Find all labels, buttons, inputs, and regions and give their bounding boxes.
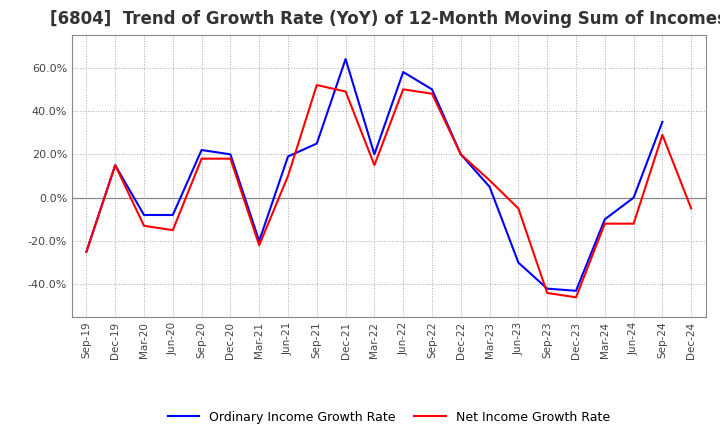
Ordinary Income Growth Rate xyxy=(341,56,350,62)
Net Income Growth Rate xyxy=(543,290,552,296)
Net Income Growth Rate xyxy=(658,132,667,137)
Net Income Growth Rate xyxy=(197,156,206,161)
Net Income Growth Rate xyxy=(140,223,148,228)
Net Income Growth Rate xyxy=(341,89,350,94)
Legend: Ordinary Income Growth Rate, Net Income Growth Rate: Ordinary Income Growth Rate, Net Income … xyxy=(163,406,615,429)
Ordinary Income Growth Rate xyxy=(658,119,667,125)
Ordinary Income Growth Rate xyxy=(82,249,91,254)
Net Income Growth Rate xyxy=(629,221,638,226)
Ordinary Income Growth Rate xyxy=(111,162,120,168)
Ordinary Income Growth Rate xyxy=(514,260,523,265)
Net Income Growth Rate xyxy=(111,162,120,168)
Ordinary Income Growth Rate xyxy=(370,152,379,157)
Ordinary Income Growth Rate xyxy=(255,238,264,244)
Net Income Growth Rate xyxy=(572,295,580,300)
Net Income Growth Rate xyxy=(399,87,408,92)
Line: Ordinary Income Growth Rate: Ordinary Income Growth Rate xyxy=(86,59,662,291)
Ordinary Income Growth Rate xyxy=(600,216,609,222)
Ordinary Income Growth Rate xyxy=(428,87,436,92)
Ordinary Income Growth Rate xyxy=(572,288,580,293)
Net Income Growth Rate xyxy=(485,178,494,183)
Net Income Growth Rate xyxy=(226,156,235,161)
Net Income Growth Rate xyxy=(428,91,436,96)
Net Income Growth Rate xyxy=(687,206,696,211)
Ordinary Income Growth Rate xyxy=(284,154,292,159)
Ordinary Income Growth Rate xyxy=(456,152,465,157)
Ordinary Income Growth Rate xyxy=(543,286,552,291)
Ordinary Income Growth Rate xyxy=(312,141,321,146)
Net Income Growth Rate xyxy=(370,162,379,168)
Ordinary Income Growth Rate xyxy=(168,213,177,218)
Net Income Growth Rate xyxy=(514,206,523,211)
Net Income Growth Rate xyxy=(600,221,609,226)
Net Income Growth Rate xyxy=(82,249,91,254)
Ordinary Income Growth Rate xyxy=(629,195,638,200)
Net Income Growth Rate xyxy=(312,82,321,88)
Ordinary Income Growth Rate xyxy=(485,184,494,190)
Ordinary Income Growth Rate xyxy=(197,147,206,153)
Line: Net Income Growth Rate: Net Income Growth Rate xyxy=(86,85,691,297)
Net Income Growth Rate xyxy=(456,152,465,157)
Net Income Growth Rate xyxy=(255,243,264,248)
Net Income Growth Rate xyxy=(284,173,292,179)
Ordinary Income Growth Rate xyxy=(399,70,408,75)
Ordinary Income Growth Rate xyxy=(226,152,235,157)
Net Income Growth Rate xyxy=(168,227,177,233)
Ordinary Income Growth Rate xyxy=(140,213,148,218)
Title: [6804]  Trend of Growth Rate (YoY) of 12-Month Moving Sum of Incomes: [6804] Trend of Growth Rate (YoY) of 12-… xyxy=(50,10,720,28)
